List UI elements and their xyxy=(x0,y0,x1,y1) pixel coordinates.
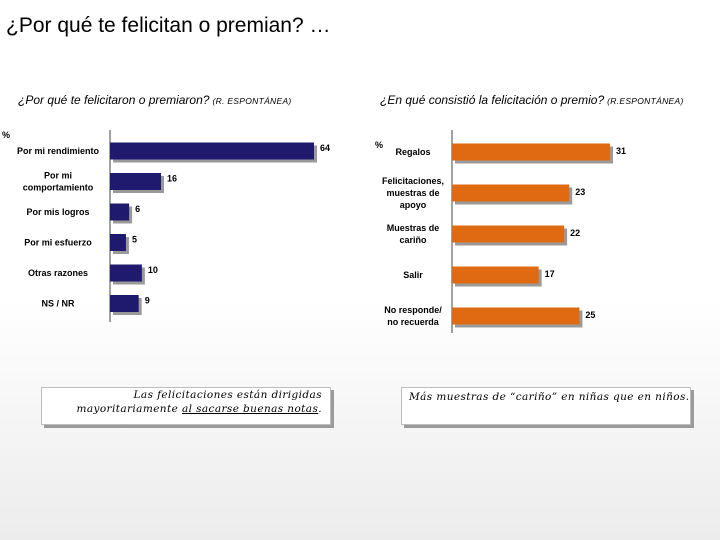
left-category-label-line: Por mi xyxy=(44,171,72,181)
right-bar xyxy=(452,143,610,161)
left-chart-title: ¿Por qué te felicitaron o premiaron? (R. … xyxy=(18,93,292,107)
right-value-label: 22 xyxy=(570,228,580,238)
left-value-label: 10 xyxy=(148,265,158,275)
right-category-label: Felicitaciones, muestras de apoyo xyxy=(382,176,444,210)
left-note-line2: mayoritariamente al sacarse buenas notas… xyxy=(48,402,322,416)
left-category-label-line: Por mi esfuerzo xyxy=(24,238,92,248)
left-category-label-line: NS / NR xyxy=(41,299,75,309)
left-bar xyxy=(110,203,130,221)
right-value-label: 17 xyxy=(545,269,555,279)
right-bar xyxy=(452,307,580,325)
right-bar xyxy=(452,184,570,202)
left-category-label: Por mi esfuerzo xyxy=(24,238,92,248)
left-note-text: mayoritariamente xyxy=(76,403,182,415)
page-title: ¿Por qué te felicitan o premian? … xyxy=(6,14,331,37)
right-category-label-line: no recuerda xyxy=(387,317,440,327)
left-category-label-line: comportamiento xyxy=(23,183,94,193)
right-category-label-line: Salir xyxy=(403,270,423,280)
left-category-label: Otras razones xyxy=(28,268,88,278)
right-category-label-line: Felicitaciones, xyxy=(382,176,444,186)
right-value-label: 25 xyxy=(585,310,595,320)
right-category-label-line: No responde/ xyxy=(384,305,442,315)
left-chart-question: ¿Por qué te felicitaron o premiaron? xyxy=(18,93,210,107)
left-value-label: 16 xyxy=(167,174,177,184)
left-value-label: 5 xyxy=(132,235,137,245)
left-chart-subtitle: (R. ESPONTÁNEA) xyxy=(212,96,292,106)
left-category-label-line: Otras razones xyxy=(28,268,88,278)
right-category-label-line: Muestras de xyxy=(387,223,440,233)
right-unit-label: % xyxy=(375,140,383,150)
left-bar xyxy=(110,295,139,312)
left-bar xyxy=(110,173,161,190)
right-bar xyxy=(452,266,539,284)
left-bar xyxy=(110,142,314,160)
left-note-underlined: al sacarse buenas notas xyxy=(181,403,319,415)
right-category-label: Salir xyxy=(403,270,423,280)
right-category-label-line: cariño xyxy=(399,235,427,245)
left-category-label: Por mi comportamiento xyxy=(23,171,94,193)
left-value-label: 64 xyxy=(320,143,330,153)
right-category-label-line: muestras de xyxy=(386,188,439,198)
left-unit-label: % xyxy=(2,130,10,140)
left-category-label-line: Por mi rendimiento xyxy=(17,146,100,156)
right-category-label-line: apoyo xyxy=(400,200,427,210)
left-value-label: 9 xyxy=(145,296,150,306)
right-category-label: Muestras de cariño xyxy=(387,223,440,245)
right-category-label: No responde/no recuerda xyxy=(384,305,442,327)
right-note-text: Más muestras de “cariño” en niñas que en… xyxy=(409,391,690,403)
left-category-label: Por mi rendimiento xyxy=(17,146,100,156)
left-bar xyxy=(110,264,142,282)
right-category-label: Regalos xyxy=(395,147,430,157)
right-chart-question: ¿En qué consistió la felicitación o prem… xyxy=(380,93,605,107)
right-value-label: 31 xyxy=(616,146,626,156)
right-note-box: Más muestras de “cariño” en niñas que en… xyxy=(401,387,691,425)
right-value-label: 23 xyxy=(575,187,585,197)
right-chart-title: ¿En qué consistió la felicitación o prem… xyxy=(380,93,684,107)
right-bar xyxy=(452,225,565,243)
right-chart-subtitle: (R.ESPONTÁNEA) xyxy=(607,96,684,106)
left-note-box: Las felicitaciones están dirigidas mayor… xyxy=(41,387,331,425)
left-bar xyxy=(110,234,126,251)
left-value-label: 6 xyxy=(135,204,140,214)
right-bar-chart: % 31 Regalos 23 Felicitaciones, muestras de ap… xyxy=(375,130,626,333)
left-note-line1: Las felicitaciones están dirigidas xyxy=(133,389,322,401)
left-category-label: NS / NR xyxy=(41,299,75,309)
left-category-label: Por mis logros xyxy=(26,207,89,217)
right-category-label-line: Regalos xyxy=(395,147,430,157)
left-bar-chart: % 64 Por mi rendimiento 16 Por mi comportamie… xyxy=(2,130,330,322)
left-category-label-line: Por mis logros xyxy=(26,207,89,217)
left-note-period: . xyxy=(318,403,322,415)
